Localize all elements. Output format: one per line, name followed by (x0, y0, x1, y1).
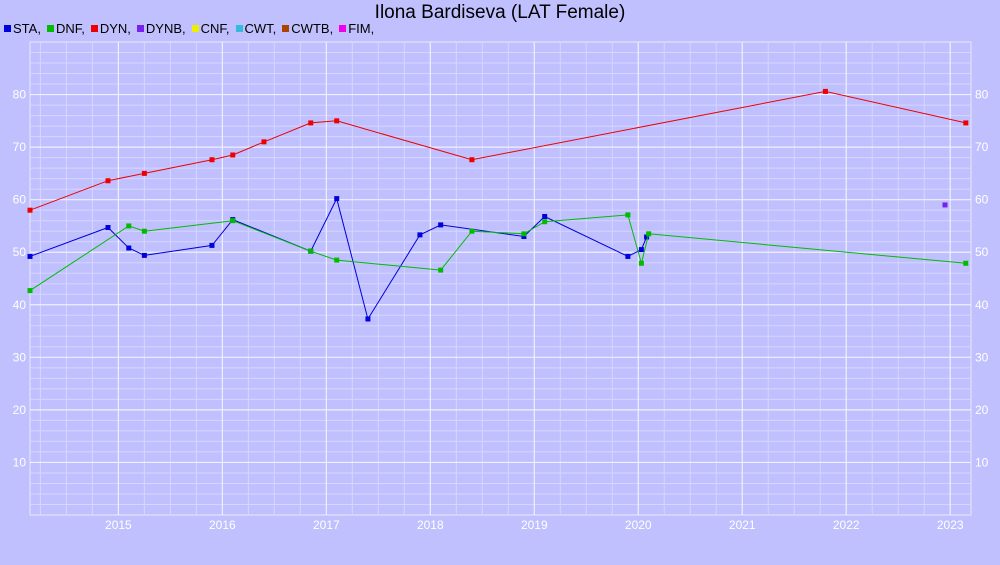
series-line-dnf (29, 214, 966, 292)
legend-label-dyn: DYN, (99, 20, 131, 36)
legend-swatch-dnf (46, 24, 54, 32)
y-tick-label-left: 10 (13, 455, 27, 469)
point-dnf (334, 257, 340, 263)
legend-label-dnf: DNF, (55, 20, 85, 36)
y-tick-label-right: 40 (975, 298, 989, 312)
y-tick-label-right: 30 (975, 350, 989, 364)
point-sta (521, 233, 527, 239)
point-dyn (334, 118, 340, 124)
point-sta (334, 196, 340, 202)
legend-item-dyn: DYN, (90, 20, 131, 36)
point-dnf (963, 260, 969, 266)
x-tick-label: 2021 (729, 518, 756, 532)
y-tick-label-right: 20 (975, 403, 989, 417)
point-sta (644, 234, 650, 240)
legend-item-fim: FIM, (339, 20, 374, 36)
point-dnf (469, 228, 475, 234)
y-tick-label-left: 20 (13, 403, 27, 417)
y-tick-label-left: 50 (13, 245, 27, 259)
point-dnf (438, 267, 444, 273)
point-dnf (638, 260, 644, 266)
point-dyn (822, 88, 828, 94)
point-dyn (963, 120, 969, 126)
legend-label-dynb: DYNB, (145, 20, 186, 36)
point-dnf (308, 248, 314, 254)
point-dnf (126, 223, 132, 229)
legend-swatch-cwt (235, 24, 243, 32)
point-dyn (209, 157, 215, 163)
point-dyn (230, 152, 236, 158)
point-dnf (625, 212, 631, 218)
point-dyn (27, 207, 33, 213)
legend-swatch-cwtb (282, 24, 290, 32)
point-sta (542, 213, 548, 219)
legend-item-cwtb: CWTB, (282, 20, 333, 36)
y-tick-label-right: 60 (975, 193, 989, 207)
y-tick-label-right: 70 (975, 140, 989, 154)
legend-label-cwt: CWT, (244, 20, 277, 36)
legend-item-sta: STA, (4, 20, 41, 36)
y-tick-label-left: 70 (13, 140, 27, 154)
legend-label-cnf: CNF, (200, 20, 230, 36)
point-sta (105, 225, 111, 231)
legend-item-cnf: CNF, (191, 20, 230, 36)
y-tick-label-right: 80 (975, 88, 989, 102)
legend-label-sta: STA, (13, 20, 41, 36)
legend-label-cwtb: CWTB, (291, 20, 334, 36)
x-tick-label: 2018 (417, 518, 444, 532)
point-dyn (308, 120, 314, 126)
legend-swatch-fim (339, 24, 347, 32)
point-dnf (542, 219, 548, 225)
y-tick-label-left: 60 (13, 193, 27, 207)
x-tick-label: 2023 (937, 518, 964, 532)
legend-swatch-sta (4, 24, 11, 32)
legend-swatch-dynb (136, 24, 144, 32)
legend-item-cwt: CWT, (235, 20, 277, 36)
y-tick-label-right: 50 (975, 245, 989, 259)
legend: STA, DNF, DYN, DYNB, CNF, CWT, CWTB, FIM… (4, 20, 380, 36)
point-dnf (646, 231, 652, 237)
y-tick-label-left: 30 (13, 350, 27, 364)
point-sta (625, 253, 631, 259)
point-sta (638, 247, 644, 253)
chart-title: Ilona Bardiseva (LAT Female) (374, 2, 626, 23)
legend-swatch-cnf (191, 24, 199, 32)
x-tick-label: 2020 (625, 518, 652, 532)
y-tick-label-left: 80 (13, 88, 27, 102)
point-dnf (230, 218, 236, 224)
legend-label-fim: FIM, (348, 20, 375, 36)
x-tick-label: 2016 (209, 518, 236, 532)
x-tick-label: 2017 (313, 518, 340, 532)
point-dnf (521, 231, 527, 237)
point-sta (126, 245, 132, 251)
point-dyn (141, 170, 147, 176)
point-dnf (27, 288, 33, 294)
point-sta (438, 222, 444, 228)
x-tick-label: 2022 (833, 518, 860, 532)
legend-swatch-dyn (90, 24, 98, 32)
y-tick-label-left: 40 (13, 298, 27, 312)
x-tick-label: 2015 (105, 518, 132, 532)
y-tick-label-right: 10 (975, 455, 989, 469)
legend-item-dnf: DNF, (46, 20, 85, 36)
point-sta (27, 253, 33, 259)
point-sta (365, 316, 371, 322)
x-tick-label: 2019 (521, 518, 548, 532)
point-dyn (261, 139, 267, 145)
point-dnf (141, 228, 147, 234)
point-sta (209, 242, 215, 248)
plot-area (29, 41, 972, 516)
point-dyn (105, 178, 111, 184)
series-line-sta (29, 197, 648, 321)
point-sta (141, 252, 147, 258)
point-dynb (942, 202, 948, 208)
point-sta (417, 232, 423, 238)
legend-item-dynb: DYNB, (136, 20, 186, 36)
point-dyn (469, 157, 475, 163)
